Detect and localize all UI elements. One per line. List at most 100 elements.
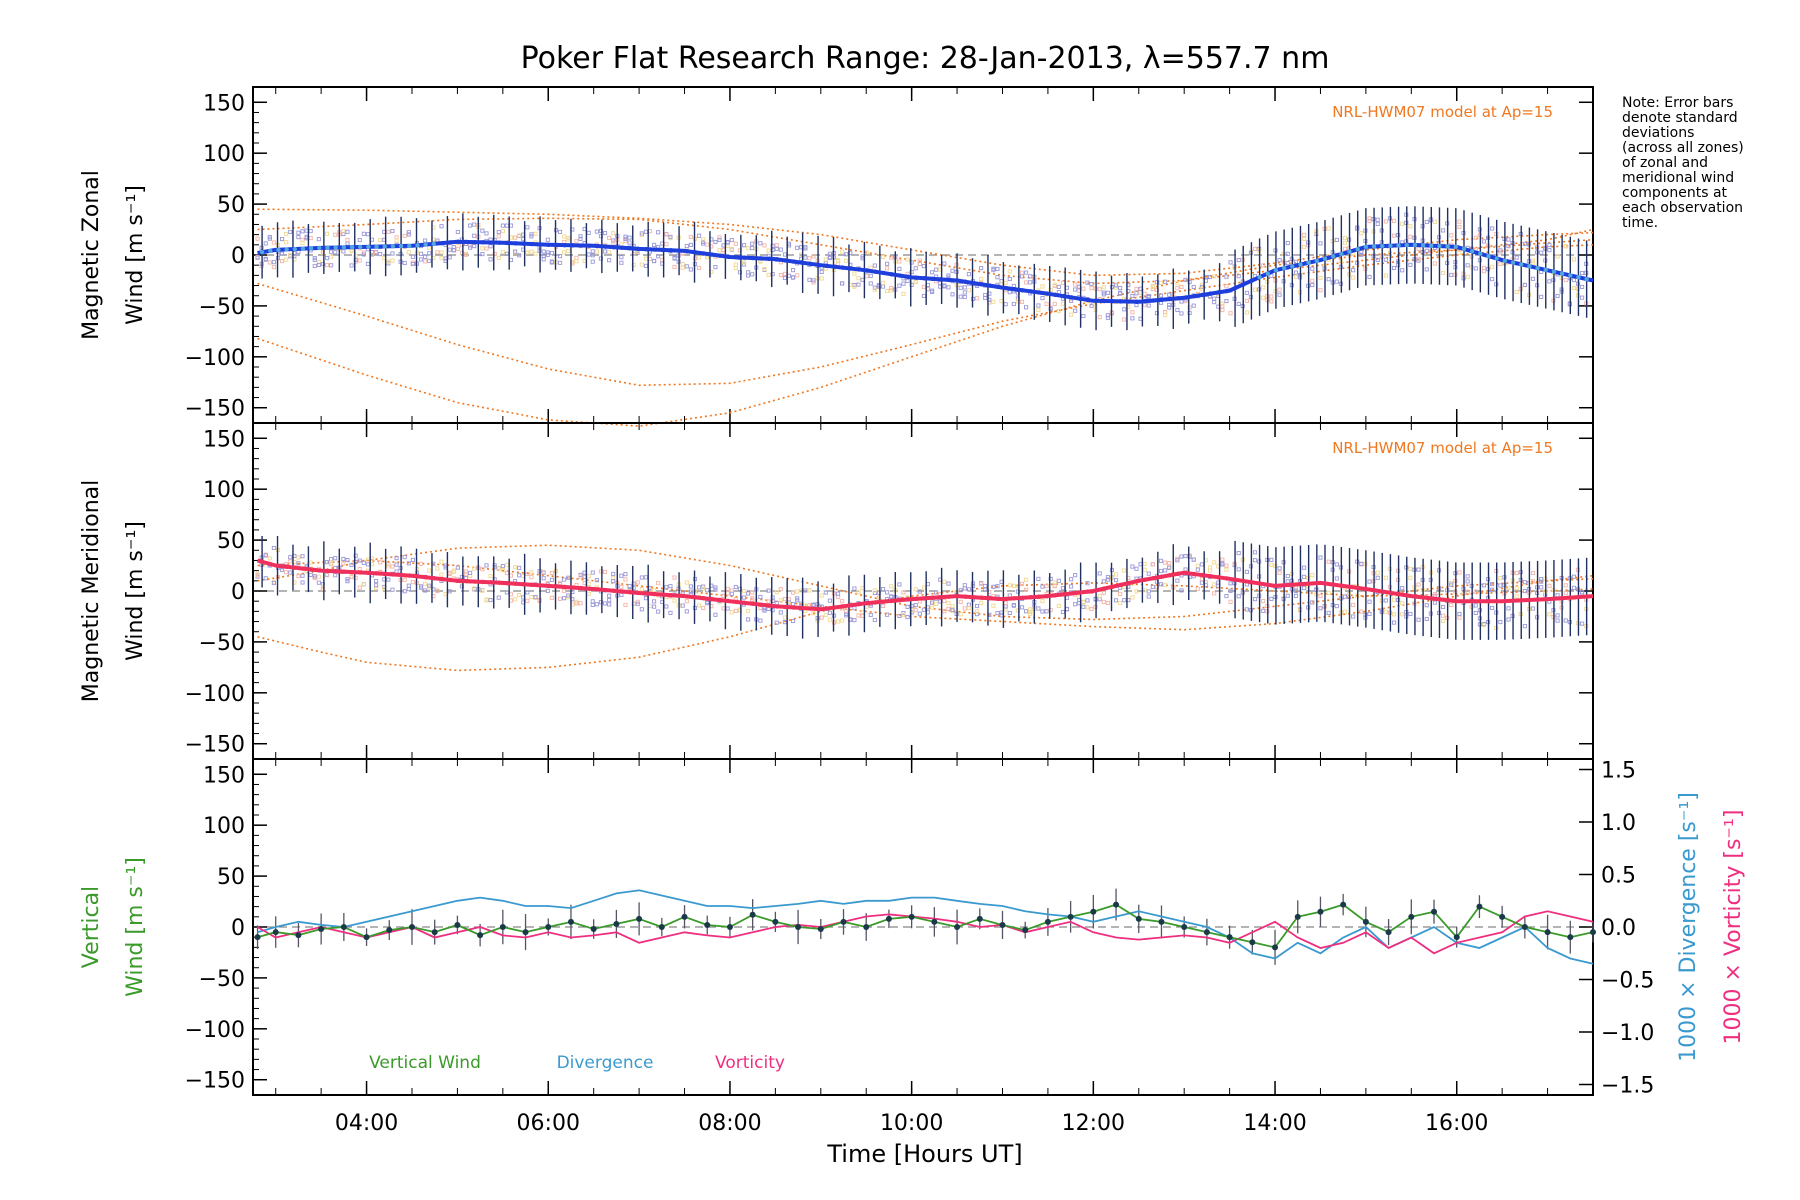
zone-sample	[864, 604, 869, 609]
zone-sample	[455, 229, 460, 235]
zone-sample	[1146, 295, 1151, 300]
mean-point	[537, 583, 543, 588]
zone-sample	[549, 595, 554, 600]
mean-point	[1429, 243, 1434, 248]
zone-sample	[823, 257, 828, 262]
zone-sample	[1150, 284, 1155, 290]
zone-sample	[586, 252, 591, 257]
y-tick-label: 50	[217, 193, 245, 218]
zone-sample	[1302, 565, 1307, 570]
mean-point	[873, 269, 878, 274]
vertical-wind-point	[477, 932, 484, 939]
vertical-wind-point	[658, 924, 665, 930]
zone-sample	[1114, 598, 1119, 603]
zone-sample	[1024, 270, 1029, 275]
zone-sample	[345, 558, 350, 563]
zone-sample	[852, 271, 857, 276]
zone-sample	[856, 613, 861, 618]
zone-sample	[995, 266, 1000, 272]
zone-sample	[590, 259, 595, 264]
zone-sample	[836, 595, 841, 600]
mean-point	[603, 244, 608, 249]
zone-sample	[688, 234, 693, 240]
zone-sample	[533, 251, 538, 256]
zone-sample	[1285, 579, 1290, 584]
zone-sample	[1367, 274, 1372, 280]
zone-sample	[1105, 290, 1110, 295]
zone-sample	[288, 252, 293, 258]
vertical-wind-point	[386, 927, 393, 934]
zone-sample	[267, 236, 272, 241]
vertical-wind-point	[363, 934, 370, 941]
panel-meridional: 150 100 50 0 −50 −100 −150 Magnetic Meridional W…	[79, 422, 1594, 760]
zone-sample	[284, 240, 289, 245]
zone-sample	[942, 609, 947, 614]
mean-point	[832, 605, 837, 610]
mean-point	[1241, 578, 1246, 584]
zone-sample	[1019, 274, 1025, 279]
mean-point	[292, 565, 297, 570]
zone-sample	[402, 233, 407, 238]
zone-sample	[1580, 284, 1585, 290]
zone-sample	[897, 582, 902, 587]
mean-point	[1069, 591, 1074, 596]
zone-sample	[979, 276, 984, 281]
zone-sample	[329, 249, 334, 254]
zone-sample	[746, 609, 751, 614]
y-axis-label: Magnetic Meridional	[79, 480, 104, 702]
y-axis-label: Wind [m s⁻¹]	[123, 857, 148, 997]
zone-sample	[1400, 268, 1405, 273]
zone-sample	[713, 587, 718, 592]
zone-sample	[1097, 571, 1102, 576]
zone-sample	[1334, 562, 1339, 567]
zone-sample	[1134, 286, 1139, 292]
zone-sample	[868, 612, 873, 618]
zone-sample	[713, 585, 718, 590]
zone-sample	[1146, 594, 1151, 599]
mean-point	[562, 584, 567, 590]
zone-sample	[1105, 315, 1110, 320]
zone-sample	[439, 256, 444, 261]
vertical-wind-point	[1521, 924, 1528, 930]
vertical-wind-point	[681, 913, 688, 920]
mean-point	[938, 594, 943, 600]
zone-sample	[1473, 589, 1478, 594]
mean-point	[799, 605, 804, 611]
mean-point	[1298, 262, 1303, 267]
zone-sample	[611, 579, 616, 584]
zone-sample	[791, 590, 796, 595]
zone-sample	[713, 239, 718, 245]
mean-point	[1224, 288, 1230, 294]
zone-sample	[983, 295, 988, 301]
zone-sample	[549, 250, 554, 256]
mean-point	[1469, 249, 1475, 254]
zone-sample	[1351, 275, 1356, 280]
zone-sample	[1040, 609, 1045, 614]
zone-sample	[921, 264, 926, 269]
zone-sample	[758, 606, 763, 611]
zone-sample	[1195, 586, 1200, 591]
zone-sample	[1183, 554, 1188, 559]
mean-point	[1102, 586, 1107, 591]
vertical-wind-point	[567, 918, 574, 925]
mean-point	[1461, 598, 1467, 604]
x-tick-label: 12:00	[1062, 1111, 1125, 1136]
zone-sample	[946, 600, 951, 606]
mean-point	[521, 241, 526, 246]
panel-zonal: 150 100 50 0 −50 −100 −150 Magnetic Zonal Wind […	[79, 86, 1594, 427]
mean-point	[946, 594, 952, 599]
zone-sample	[1580, 270, 1585, 276]
mean-point	[734, 255, 739, 260]
mean-point	[496, 240, 502, 245]
zone-sample	[1277, 570, 1282, 575]
zone-sample	[782, 275, 787, 281]
zone-sample	[1293, 588, 1298, 593]
mean-point	[1159, 297, 1164, 302]
zone-sample	[1383, 219, 1388, 224]
mean-point	[881, 599, 886, 604]
zone-sample	[1408, 575, 1413, 580]
zone-sample	[329, 254, 334, 259]
zone-sample	[1441, 228, 1446, 233]
mean-point	[709, 596, 714, 602]
zone-sample	[267, 260, 272, 265]
